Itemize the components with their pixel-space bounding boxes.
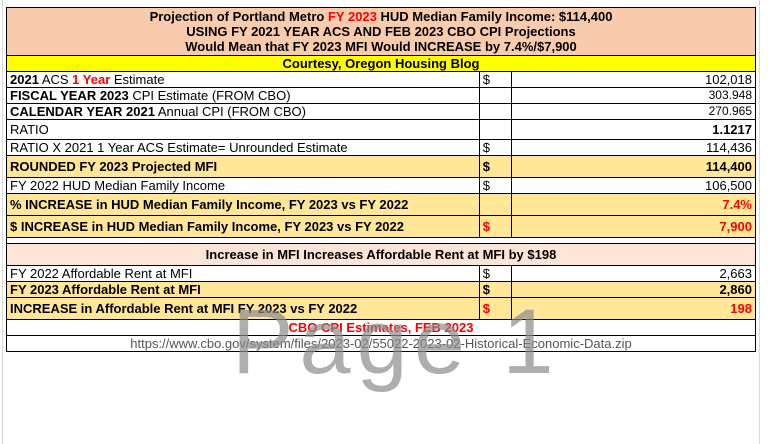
dollar-increase-dollar-cell[interactable]: $ (478, 215, 513, 238)
fy23-rent-value-cell[interactable]: 2,860 (511, 281, 756, 298)
fy-cpi-label-cell[interactable]: FISCAL YEAR 2023 CPI Estimate (FROM CBO) (6, 87, 480, 104)
cy-cpi-value-cell[interactable]: 270.965 (511, 103, 756, 120)
table-row: FY 2022 Affordable Rent at MFI $ 2,663 (6, 265, 756, 282)
fy22-rent-value-cell[interactable]: 2,663 (511, 265, 756, 282)
title-row: Projection of Portland Metro FY 2023 HUD… (6, 7, 756, 56)
source-cell[interactable]: CBO CPI Estimates, FEB 2023 (6, 319, 756, 336)
rounded-dollar-cell[interactable]: $ (478, 155, 513, 178)
fy23-rent-row: FY 2023 Affordable Rent at MFI $ 2,860 (6, 281, 756, 298)
dollar-increase-row: $ INCREASE in HUD Median Family Income, … (6, 215, 756, 238)
title-line-2: USING FY 2021 YEAR ACS AND FEB 2023 CBO … (186, 24, 576, 39)
fy-cpi-dollar-cell[interactable] (478, 87, 513, 104)
dollar-increase-value-cell[interactable]: 7,900 (511, 215, 756, 238)
rounded-row: ROUNDED FY 2023 Projected MFI $ 114,400 (6, 155, 756, 178)
unrounded-value-cell[interactable]: 114,436 (511, 139, 756, 156)
courtesy-cell[interactable]: Courtesy, Oregon Housing Blog (6, 55, 756, 72)
rent-increase-label-cell[interactable]: INCREASE in Affordable Rent at MFI FY 20… (6, 297, 480, 320)
ratio-value-cell[interactable]: 1.1217 (511, 119, 756, 140)
pct-increase-dollar-cell[interactable] (478, 193, 513, 216)
table-row: 2021 ACS 1 Year Estimate $ 102,018 (6, 71, 756, 88)
acs-label-cell[interactable]: 2021 ACS 1 Year Estimate (6, 71, 480, 88)
pct-increase-row: % INCREASE in HUD Median Family Income, … (6, 193, 756, 216)
table-row: FY 2022 HUD Median Family Income $ 106,5… (6, 177, 756, 194)
fy22-rent-dollar-cell[interactable]: $ (478, 265, 513, 282)
courtesy-row: Courtesy, Oregon Housing Blog (6, 55, 756, 72)
title-cell[interactable]: Projection of Portland Metro FY 2023 HUD… (6, 7, 756, 56)
ratio-label-cell[interactable]: RATIO (6, 119, 480, 140)
table-row: RATIO X 2021 1 Year ACS Estimate= Unroun… (6, 139, 756, 156)
unrounded-dollar-cell[interactable]: $ (478, 139, 513, 156)
rounded-label-cell[interactable]: ROUNDED FY 2023 Projected MFI (6, 155, 480, 178)
cy-cpi-dollar-cell[interactable] (478, 103, 513, 120)
rent-increase-row: INCREASE in Affordable Rent at MFI FY 20… (6, 297, 756, 320)
grid-line (2, 0, 3, 444)
rent-header-cell[interactable]: Increase in MFI Increases Affordable Ren… (6, 243, 756, 266)
source-row: CBO CPI Estimates, FEB 2023 (6, 319, 756, 336)
fy22-mfi-dollar-cell[interactable]: $ (478, 177, 513, 194)
pct-increase-label-cell[interactable]: % INCREASE in HUD Median Family Income, … (6, 193, 480, 216)
fy23-rent-dollar-cell[interactable]: $ (478, 281, 513, 298)
rent-header-row: Increase in MFI Increases Affordable Ren… (6, 243, 756, 266)
rent-increase-dollar-cell[interactable]: $ (478, 297, 513, 320)
pct-increase-value-cell[interactable]: 7.4% (511, 193, 756, 216)
rent-increase-value-cell[interactable]: 198 (511, 297, 756, 320)
fy22-rent-label-cell[interactable]: FY 2022 Affordable Rent at MFI (6, 265, 480, 282)
fy22-mfi-value-cell[interactable]: 106,500 (511, 177, 756, 194)
acs-dollar-cell[interactable]: $ (478, 71, 513, 88)
table-row: CALENDAR YEAR 2021 Annual CPI (FROM CBO)… (6, 103, 756, 120)
ratio-dollar-cell[interactable] (478, 119, 513, 140)
cy-cpi-label-cell[interactable]: CALENDAR YEAR 2021 Annual CPI (FROM CBO) (6, 103, 480, 120)
url-row: https://www.cbo.gov/system/files/2023-02… (6, 335, 756, 352)
dollar-increase-label-cell[interactable]: $ INCREASE in HUD Median Family Income, … (6, 215, 480, 238)
rounded-value-cell[interactable]: 114,400 (511, 155, 756, 178)
title-line-3: Would Mean that FY 2023 MFI Would INCREA… (185, 39, 577, 54)
unrounded-label-cell[interactable]: RATIO X 2021 1 Year ACS Estimate= Unroun… (6, 139, 480, 156)
grid-line (759, 0, 760, 444)
url-cell[interactable]: https://www.cbo.gov/system/files/2023-02… (6, 335, 756, 352)
fy-cpi-value-cell[interactable]: 303.948 (511, 87, 756, 104)
title-line-1: Projection of Portland Metro FY 2023 HUD… (149, 9, 613, 24)
fy23-rent-label-cell[interactable]: FY 2023 Affordable Rent at MFI (6, 281, 480, 298)
fy22-mfi-label-cell[interactable]: FY 2022 HUD Median Family Income (6, 177, 480, 194)
table-row: FISCAL YEAR 2023 CPI Estimate (FROM CBO)… (6, 87, 756, 104)
table-row: RATIO 1.1217 (6, 119, 756, 140)
mfi-projection-table: Projection of Portland Metro FY 2023 HUD… (6, 7, 756, 352)
acs-value-cell[interactable]: 102,018 (511, 71, 756, 88)
